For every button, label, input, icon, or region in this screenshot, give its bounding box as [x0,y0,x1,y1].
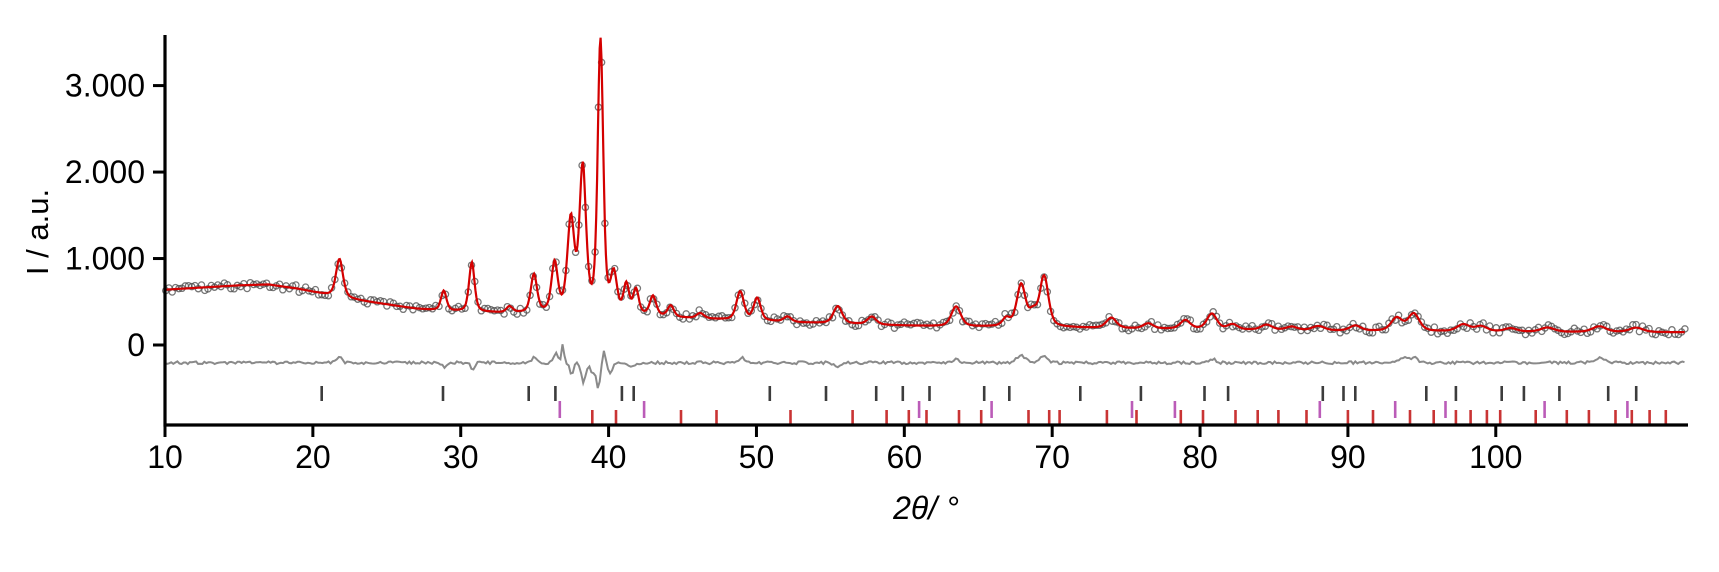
svg-text:10: 10 [147,439,183,475]
svg-text:20: 20 [295,439,331,475]
svg-text:60: 60 [887,439,923,475]
svg-text:1.000: 1.000 [65,241,145,277]
svg-text:50: 50 [739,439,775,475]
svg-text:0: 0 [127,327,145,363]
svg-text:80: 80 [1182,439,1218,475]
svg-text:90: 90 [1330,439,1366,475]
svg-text:100: 100 [1469,439,1522,475]
svg-text:30: 30 [443,439,479,475]
svg-text:3.000: 3.000 [65,68,145,104]
x-axis-label: 2θ/ ° [893,490,959,526]
svg-text:40: 40 [591,439,627,475]
svg-text:70: 70 [1034,439,1070,475]
svg-text:2.000: 2.000 [65,154,145,190]
y-axis-label: I / a.u. [20,188,55,276]
